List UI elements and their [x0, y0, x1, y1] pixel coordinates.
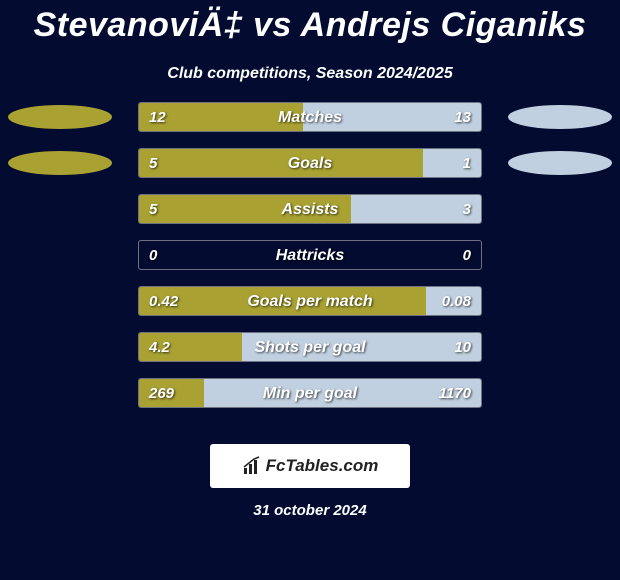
value-player1: 12 [149, 103, 166, 132]
fill-player1 [139, 149, 423, 177]
value-player1: 0.42 [149, 287, 178, 316]
stat-bar: 1213Matches [138, 102, 482, 132]
date-text: 31 october 2024 [0, 502, 620, 519]
value-player1: 5 [149, 195, 157, 224]
value-player1: 269 [149, 379, 174, 408]
comparison-infographic: StevanoviÄ‡ vs Andrejs Ciganiks Club com… [0, 0, 620, 580]
stat-bar: 0 0Hattricks [138, 240, 482, 270]
stat-bar: 2691170Min per goal [138, 378, 482, 408]
page-title: StevanoviÄ‡ vs Andrejs Ciganiks [0, 0, 620, 45]
fill-player1 [139, 287, 426, 315]
chart-area: 1213Matches51Goals53Assists00Hattricks0.… [0, 102, 620, 424]
value-player1: 5 [149, 149, 157, 178]
stat-row: 4.210Shots per goal [0, 332, 620, 362]
stat-bar: 53Assists [138, 194, 482, 224]
value-player2: 1170 [439, 379, 471, 408]
value-player2: 0 [463, 241, 471, 270]
stat-row: 0 0Hattricks [0, 240, 620, 270]
player-oval-right [508, 105, 612, 129]
stat-row: 1213Matches [0, 102, 620, 132]
metric-label: Hattricks [139, 241, 481, 270]
value-player2: 13 [454, 103, 471, 132]
stat-row: 2691170Min per goal [0, 378, 620, 408]
player-oval-right [508, 151, 612, 175]
fill-player2 [351, 195, 481, 223]
chart-icon [242, 456, 262, 476]
value-player1: 4.2 [149, 333, 170, 362]
fill-player2 [242, 333, 481, 361]
stat-row: 0.420.08Goals per match [0, 286, 620, 316]
value-player2: 1 [463, 149, 471, 178]
player-oval-left [8, 105, 112, 129]
stat-row: 51Goals [0, 148, 620, 178]
value-player2: 0.08 [442, 287, 471, 316]
stat-bar: 51Goals [138, 148, 482, 178]
stat-row: 53Assists [0, 194, 620, 224]
value-player1: 0 [149, 241, 157, 270]
brand-badge: FcTables.com [210, 444, 410, 488]
value-player2: 3 [463, 195, 471, 224]
value-player2: 10 [454, 333, 471, 362]
player-oval-left [8, 151, 112, 175]
fill-player1 [139, 195, 354, 223]
stat-bar: 0.420.08Goals per match [138, 286, 482, 316]
fill-player2 [423, 149, 481, 177]
brand-text: FcTables.com [266, 456, 379, 476]
subtitle: Club competitions, Season 2024/2025 [0, 65, 620, 83]
stat-bar: 4.210Shots per goal [138, 332, 482, 362]
